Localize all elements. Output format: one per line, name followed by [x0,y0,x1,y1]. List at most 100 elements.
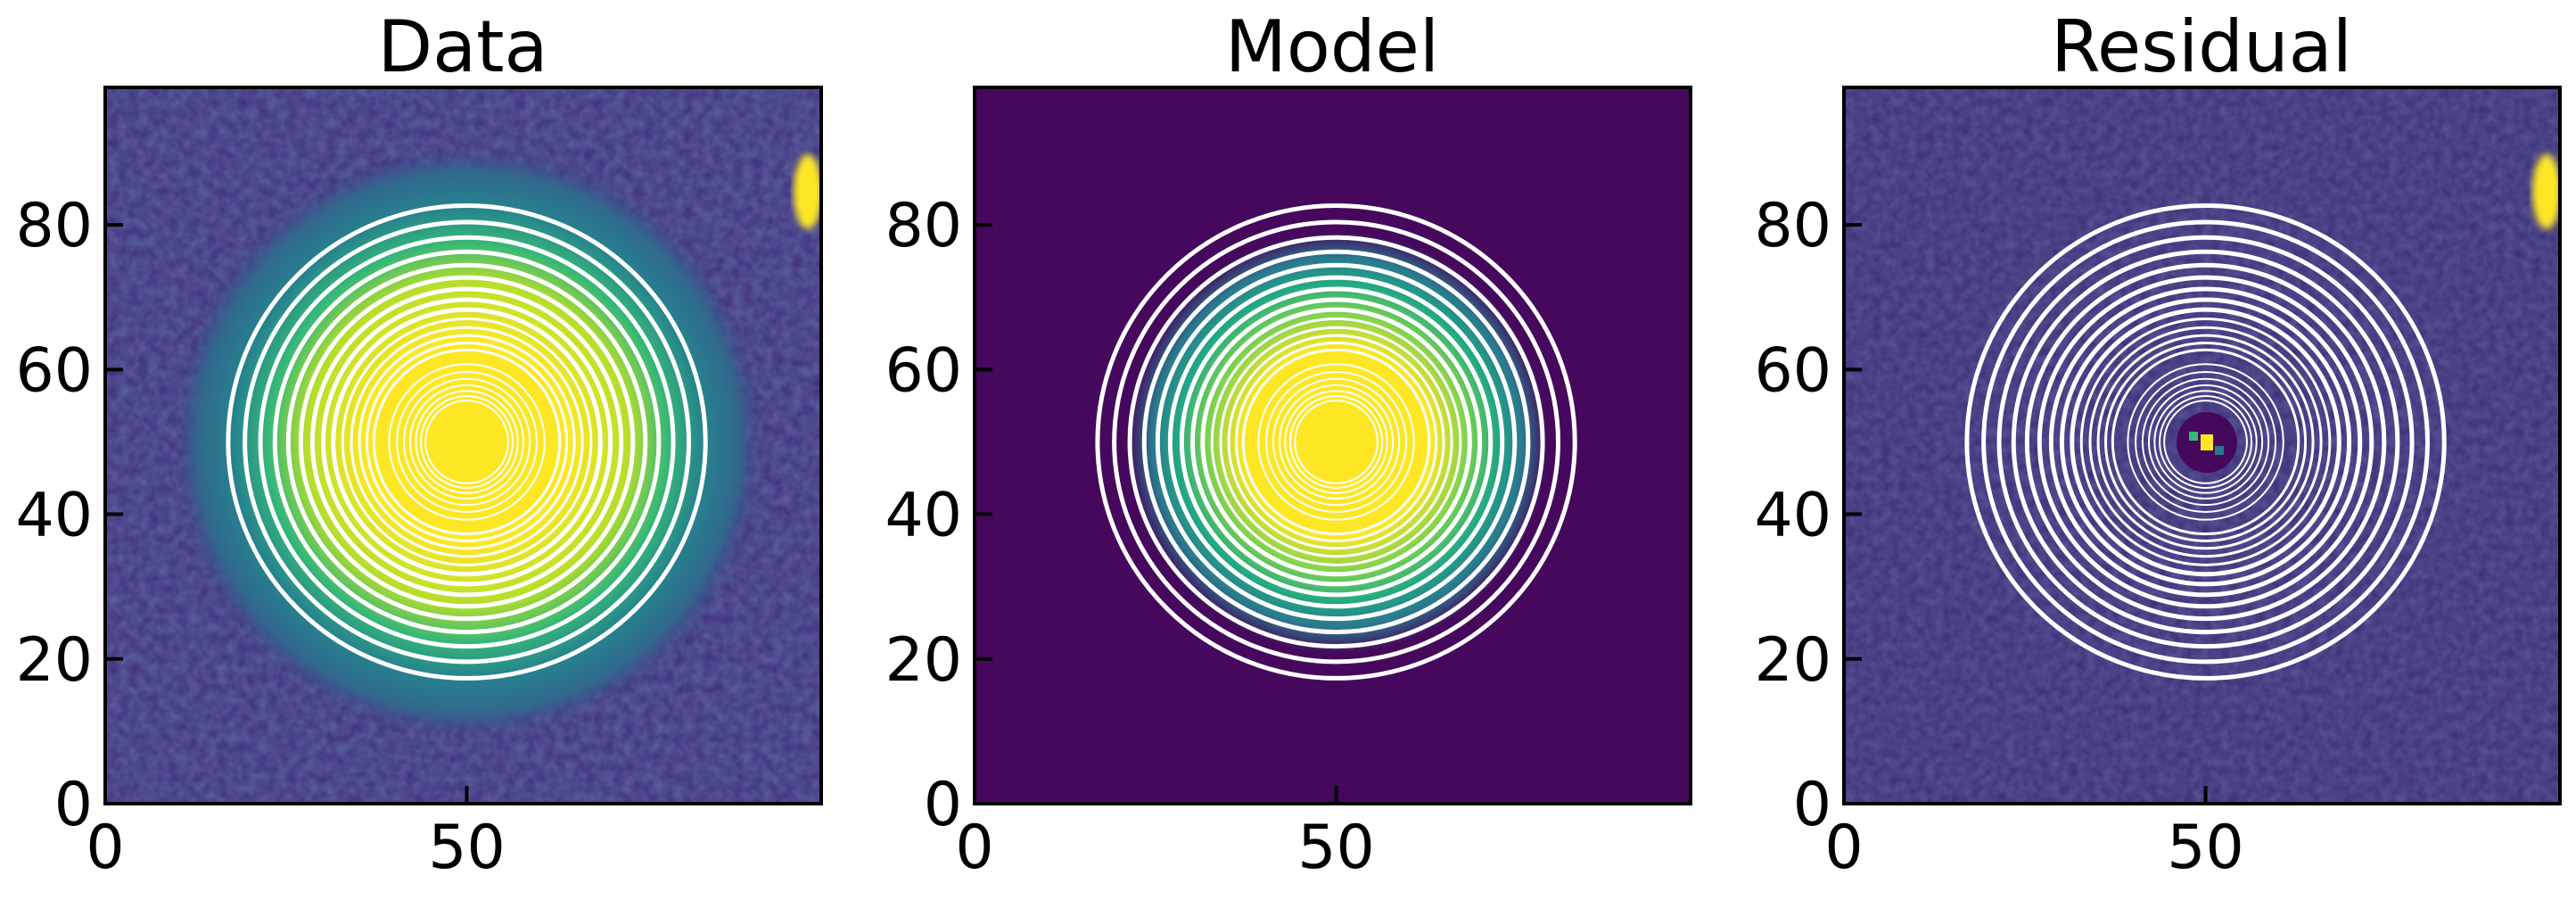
isophote-contour [2024,262,2387,622]
y-tick-label: 80 [885,191,962,261]
isophote-contour [1190,297,1483,587]
isophote-contour [1996,235,2415,649]
isophote-contour [1294,400,1379,484]
isophote-contour [226,202,708,681]
y-tick-label: 40 [885,481,962,551]
isophote-contour [321,297,613,587]
x-tick-label: 50 [1297,813,1375,883]
isophote-contour [350,326,584,558]
panel-model: Model 0 50 0 20 40 60 80 [885,5,1692,883]
isophote-contour [366,342,569,542]
isophote-contour [1155,262,1518,622]
isophote-contour [2096,334,2315,550]
y-tick-label: 60 [885,335,962,406]
isophote-contour [1200,307,1472,577]
isophote-contour [331,307,603,577]
isophote-contour [1179,286,1494,598]
isophote-contour [272,249,662,635]
isophote-contour [2153,390,2258,494]
y-tick-label: 80 [15,191,93,261]
isophote-contours [1095,202,1577,681]
plot-frame [1842,86,2562,805]
isophote-contour [372,348,562,536]
isophote-contour [2111,348,2300,536]
y-tick-label: 40 [15,481,93,551]
isophote-contour [1289,394,1384,489]
x-tick-label: 0 [86,813,124,883]
isophote-contour [2135,370,2277,513]
isophote-contour [2079,318,2332,566]
isophote-contour [1265,370,1408,513]
panel-residual: Residual 0 50 0 20 40 60 80 [1754,5,2562,883]
y-tick-label: 80 [1754,191,1831,261]
isophote-contour [309,286,624,598]
y-tick-label: 60 [15,335,93,406]
isophote-contour [341,318,593,566]
heatmap-image [1844,87,2560,804]
y-tick-label: 0 [1793,770,1831,840]
x-tick-label: 0 [955,813,993,883]
isophote-contours [226,202,708,681]
isophote-contour [2141,377,2270,507]
isophote-contour [2011,249,2400,635]
isophote-contour [2163,400,2248,484]
isophote-contour [408,384,525,500]
isophote-contour [1981,219,2430,665]
isophote-contours [1964,202,2447,681]
axis-ticks: 0 50 0 20 40 60 80 [15,191,505,883]
panel-data: Data 0 50 0 20 40 60 80 [15,5,823,883]
isophote-contour [396,370,539,513]
isophote-contour [1278,384,1395,500]
isophote-contour [402,377,531,507]
x-tick-label: 50 [2167,813,2244,883]
isophote-contour [2070,307,2341,577]
isophote-contour [2037,275,2374,609]
isophote-contour [420,394,514,489]
y-tick-label: 0 [54,770,93,840]
isophote-contour [2048,286,2363,598]
isophote-contour [1112,219,1560,665]
isophote-contour [1141,249,1531,635]
center-core [1302,407,1373,478]
y-tick-label: 20 [15,625,93,696]
isophote-contour [258,235,676,649]
isophote-contour [1127,235,1545,649]
isophote-contour [1235,342,1438,542]
heatmap-image [105,87,821,804]
isophote-contour [2159,394,2253,489]
isophote-contour [1964,202,2447,681]
panel-title: Data [377,5,547,88]
isophote-contour [1241,348,1431,536]
isophote-contour [285,262,648,622]
panel-title: Model [1225,5,1439,88]
isophote-contour [243,219,691,665]
y-tick-label: 20 [885,625,962,696]
axis-ticks: 0 50 0 20 40 60 80 [885,191,1374,883]
isophote-contour [1095,202,1577,681]
isophote-contour [358,334,576,550]
isophote-contour [1227,334,1445,550]
isophote-contour [424,400,509,484]
isophote-contour [2127,363,2284,521]
isophote-contour [1167,275,1505,609]
center-core [432,407,504,478]
isophote-contour [298,275,636,609]
isophote-contour [415,390,519,494]
isophote-contour [1219,326,1453,558]
heatmap-image [975,87,1691,804]
isophote-contour [1272,377,1401,507]
panel-title: Residual [2051,5,2352,88]
plot-frame [103,86,823,805]
isophote-contour [1284,390,1388,494]
y-tick-label: 0 [924,770,962,840]
isophote-contour [388,363,546,521]
residual-peak [2201,434,2213,450]
isophote-contour [1210,318,1462,566]
y-tick-label: 60 [1754,335,1831,406]
plot-frame [973,86,1692,805]
isophote-contour [1257,363,1415,521]
axis-ticks: 0 50 0 20 40 60 80 [1754,191,2243,883]
isophote-contour [2147,384,2264,500]
isophote-contour [2060,297,2352,587]
